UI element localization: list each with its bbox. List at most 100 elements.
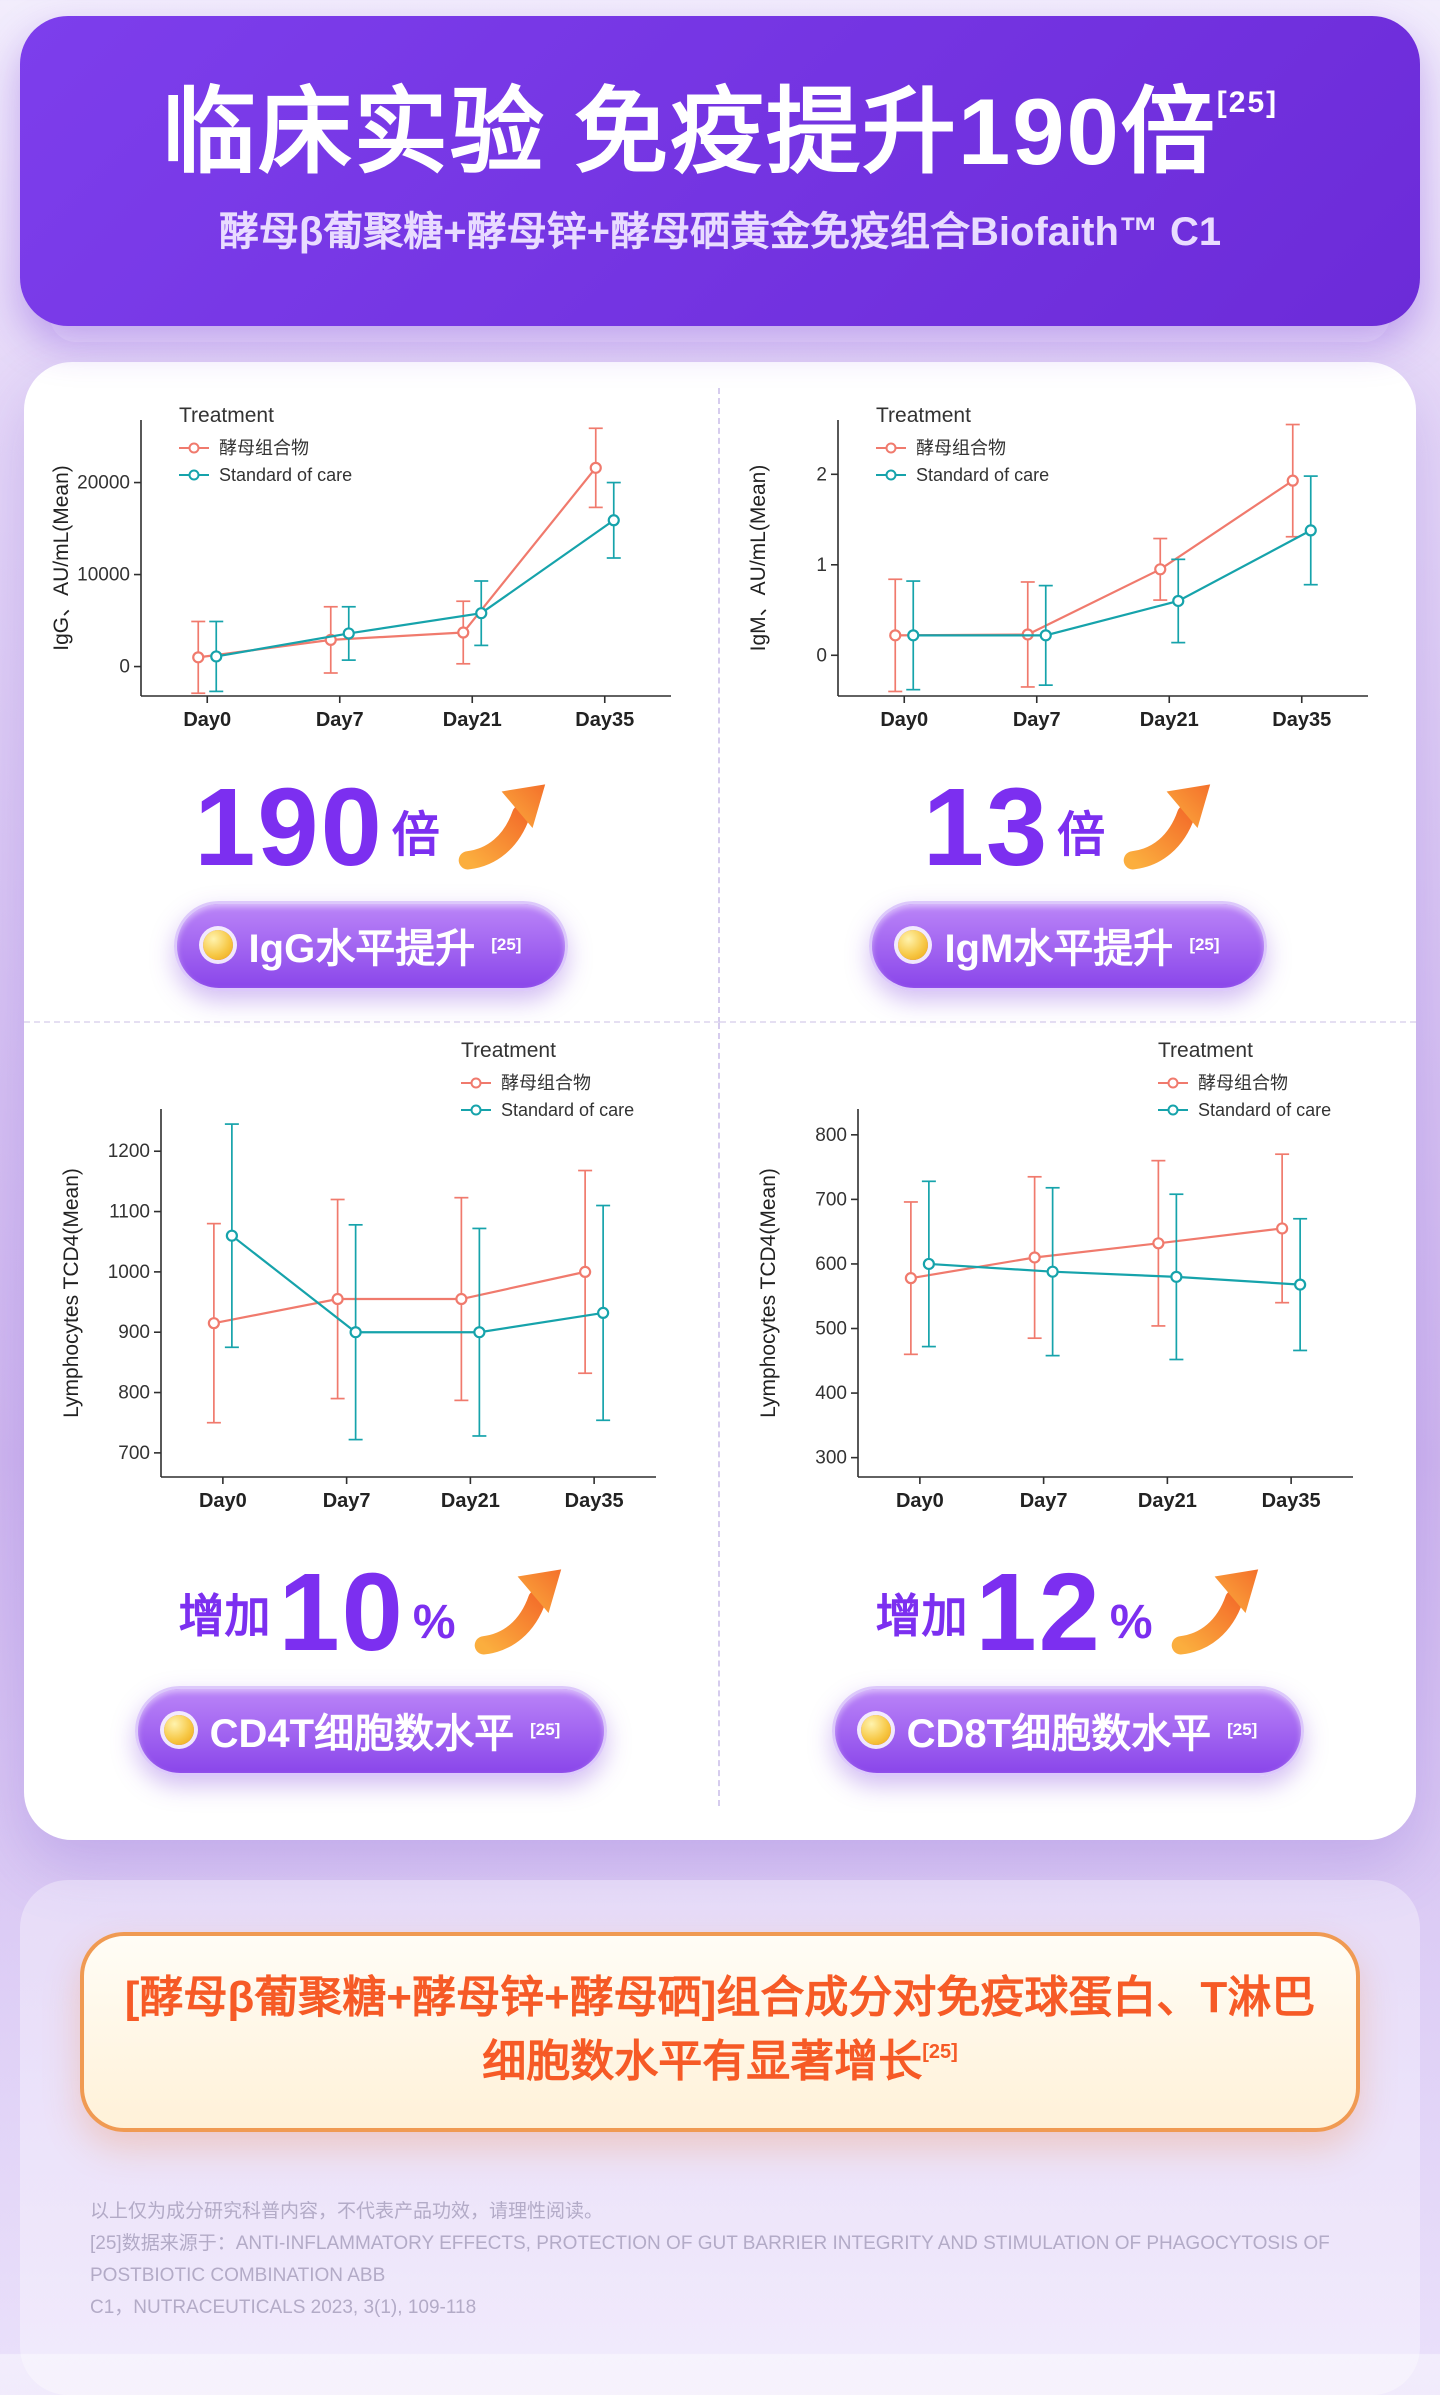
up-arrow-icon bbox=[1123, 784, 1211, 870]
stat-value: 10 bbox=[278, 1551, 405, 1674]
line-chart-svg: 300 400 500 600 700 800 Day0 Day7 Day21 Day35 Lymp… bbox=[757, 1039, 1353, 1512]
claim-line-2: 细胞数水平有显著增长 bbox=[482, 2036, 923, 2086]
svg-text:Day7: Day7 bbox=[1020, 1490, 1068, 1512]
svg-text:600: 600 bbox=[815, 1254, 847, 1275]
claim-text: [酵母β葡聚糖+酵母锌+酵母硒]组合成分对免疫球蛋白、T淋巴 细胞数水平有显著增… bbox=[108, 1966, 1332, 2094]
stat-prefix: 增加 bbox=[875, 1590, 968, 1642]
badge-label: IgG水平提升 bbox=[248, 927, 476, 971]
cd4t-badge: CD4T细胞数水平 [25] bbox=[134, 1686, 608, 1776]
badge-label: CD8T细胞数水平 bbox=[906, 1712, 1212, 1756]
svg-text:Treatment: Treatment bbox=[876, 404, 971, 427]
svg-text:Day35: Day35 bbox=[1262, 1490, 1321, 1512]
svg-text:Day21: Day21 bbox=[443, 709, 502, 731]
line-chart-svg: 700 800 900 1000 1100 1200 Day0 Day7 Day21 Day35 L… bbox=[60, 1039, 656, 1512]
page-title: 临床实验 免疫提升190倍[25] bbox=[20, 85, 1420, 179]
svg-text:Day0: Day0 bbox=[880, 709, 928, 731]
claim-banner: [酵母β葡聚糖+酵母锌+酵母硒]组合成分对免疫球蛋白、T淋巴 细胞数水平有显著增… bbox=[80, 1932, 1360, 2132]
igm-line-chart: 0 1 2 Day0 Day7 Day21 Day35 IgM、AU/mL(Mean) Trea… bbox=[743, 404, 1393, 754]
panel-igm: 0 1 2 Day0 Day7 Day21 Day35 IgM、AU/mL(Mean) Trea… bbox=[720, 388, 1416, 1023]
svg-text:Day35: Day35 bbox=[565, 1490, 624, 1512]
stat-prefix: 增加 bbox=[178, 1590, 271, 1642]
svg-text:Day7: Day7 bbox=[1013, 709, 1061, 731]
svg-text:700: 700 bbox=[118, 1443, 150, 1464]
stat-unit: % bbox=[412, 1596, 456, 1649]
cd8t-badge: CD8T细胞数水平 [25] bbox=[831, 1686, 1305, 1776]
gold-dot-icon bbox=[898, 930, 929, 960]
gold-dot-icon bbox=[163, 1715, 194, 1745]
svg-text:20000: 20000 bbox=[77, 473, 130, 494]
svg-text:Day21: Day21 bbox=[441, 1490, 500, 1512]
igm-badge: IgM水平提升 [25] bbox=[869, 901, 1267, 991]
svg-text:Lymphocytes TCD4(Mean): Lymphocytes TCD4(Mean) bbox=[60, 1168, 83, 1418]
svg-text:Treatment: Treatment bbox=[1158, 1039, 1253, 1062]
svg-text:Day21: Day21 bbox=[1140, 709, 1199, 731]
svg-text:400: 400 bbox=[815, 1383, 847, 1404]
svg-text:Standard of care: Standard of care bbox=[219, 465, 352, 485]
svg-text:Day21: Day21 bbox=[1138, 1490, 1197, 1512]
cd8t-line-chart: 300 400 500 600 700 800 Day0 Day7 Day21 Day35 Lymp… bbox=[753, 1039, 1383, 1539]
svg-text:1000: 1000 bbox=[108, 1262, 150, 1283]
svg-text:Treatment: Treatment bbox=[461, 1039, 556, 1062]
claim-citation: [25] bbox=[922, 2040, 958, 2063]
svg-text:Day0: Day0 bbox=[183, 709, 231, 731]
svg-text:Standard of care: Standard of care bbox=[916, 465, 1049, 485]
line-chart-svg: 0 10000 20000 Day0 Day7 Day21 Day35 IgG、AU/mL(M… bbox=[50, 404, 671, 731]
svg-text:800: 800 bbox=[815, 1125, 847, 1146]
svg-text:IgG、AU/mL(Mean): IgG、AU/mL(Mean) bbox=[50, 465, 73, 651]
svg-text:Standard of care: Standard of care bbox=[501, 1100, 634, 1120]
svg-text:酵母组合物: 酵母组合物 bbox=[1198, 1073, 1288, 1093]
svg-text:300: 300 bbox=[815, 1448, 847, 1469]
gold-dot-icon bbox=[860, 1715, 891, 1745]
gold-dot-icon bbox=[202, 930, 233, 960]
cd4t-line-chart: 700 800 900 1000 1100 1200 Day0 Day7 Day21 Day35 L… bbox=[56, 1039, 686, 1539]
stat-value: 13 bbox=[922, 766, 1050, 889]
svg-text:0: 0 bbox=[816, 645, 827, 666]
stat-igm: 13 倍 bbox=[922, 766, 1213, 889]
svg-text:Lymphocytes TCD4(Mean): Lymphocytes TCD4(Mean) bbox=[757, 1168, 780, 1418]
stat-unit: 倍 bbox=[391, 809, 440, 862]
stat-value: 12 bbox=[975, 1551, 1102, 1674]
svg-text:2: 2 bbox=[816, 464, 827, 485]
up-arrow-icon bbox=[474, 1569, 561, 1655]
svg-text:10000: 10000 bbox=[77, 565, 130, 586]
footnote-disclaimer: 以上仅为成分研究科普内容，不代表产品功效，请理性阅读。 bbox=[90, 2200, 604, 2222]
svg-text:Day0: Day0 bbox=[199, 1490, 247, 1512]
svg-text:0: 0 bbox=[119, 657, 130, 678]
panel-igg: 0 10000 20000 Day0 Day7 Day21 Day35 IgG、AU/mL(M… bbox=[24, 388, 720, 1023]
svg-text:500: 500 bbox=[815, 1319, 847, 1340]
stat-value: 190 bbox=[194, 766, 384, 889]
igg-line-chart: 0 10000 20000 Day0 Day7 Day21 Day35 IgG、AU/mL(M… bbox=[46, 404, 696, 754]
svg-text:700: 700 bbox=[815, 1189, 847, 1210]
badge-citation: [25] bbox=[1189, 935, 1220, 954]
svg-text:900: 900 bbox=[118, 1322, 150, 1343]
claim-line-1: [酵母β葡聚糖+酵母锌+酵母硒]组合成分对免疫球蛋白、T淋巴 bbox=[124, 1973, 1316, 2022]
header-banner: 临床实验 免疫提升190倍[25] 酵母β葡聚糖+酵母锌+酵母硒黄金免疫组合Bi… bbox=[20, 16, 1420, 342]
bottom-sheet: [酵母β葡聚糖+酵母锌+酵母硒]组合成分对免疫球蛋白、T淋巴 细胞数水平有显著增… bbox=[20, 1880, 1420, 2395]
badge-label: IgM水平提升 bbox=[944, 927, 1174, 971]
svg-text:Treatment: Treatment bbox=[179, 404, 274, 427]
panel-cd8t: 300 400 500 600 700 800 Day0 Day7 Day21 Day35 Lymp… bbox=[720, 1023, 1416, 1806]
svg-text:Day0: Day0 bbox=[896, 1490, 944, 1512]
page-title-text: 临床实验 免疫提升190倍 bbox=[161, 79, 1217, 184]
svg-text:IgM、AU/mL(Mean): IgM、AU/mL(Mean) bbox=[747, 465, 770, 652]
stat-cd8t: 增加 12 % bbox=[875, 1551, 1260, 1674]
svg-text:1: 1 bbox=[816, 555, 827, 576]
stat-unit: % bbox=[1109, 1596, 1153, 1649]
svg-text:800: 800 bbox=[118, 1383, 150, 1404]
page-subtitle: 酵母β葡聚糖+酵母锌+酵母硒黄金免疫组合Biofaith™ C1 bbox=[218, 210, 1222, 254]
svg-text:酵母组合物: 酵母组合物 bbox=[219, 438, 309, 458]
svg-text:1200: 1200 bbox=[108, 1141, 150, 1162]
svg-text:Day35: Day35 bbox=[1272, 709, 1331, 731]
svg-text:酵母组合物: 酵母组合物 bbox=[916, 438, 1006, 458]
stat-unit: 倍 bbox=[1057, 809, 1106, 862]
title-citation: [25] bbox=[1216, 86, 1279, 119]
footnote-source: [25]数据来源于：ANTI-INFLAMMATORY EFFECTS, PRO… bbox=[90, 2232, 1330, 2287]
badge-label: CD4T细胞数水平 bbox=[209, 1712, 515, 1756]
up-arrow-icon bbox=[458, 784, 545, 870]
badge-citation: [25] bbox=[530, 1720, 561, 1739]
up-arrow-icon bbox=[1171, 1569, 1258, 1655]
svg-text:Standard of care: Standard of care bbox=[1198, 1100, 1331, 1120]
badge-citation: [25] bbox=[491, 935, 522, 954]
svg-text:Day7: Day7 bbox=[316, 709, 364, 731]
svg-text:酵母组合物: 酵母组合物 bbox=[501, 1073, 591, 1093]
